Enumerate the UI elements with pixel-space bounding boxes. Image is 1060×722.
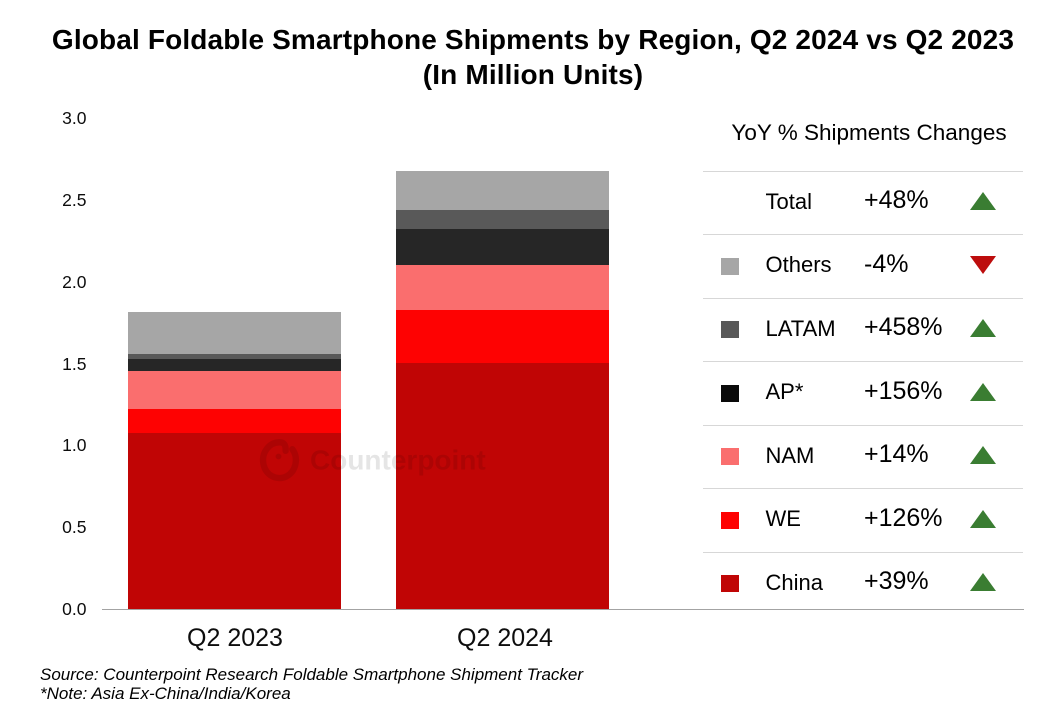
svg-text:Counterpoint: Counterpoint	[310, 445, 486, 476]
